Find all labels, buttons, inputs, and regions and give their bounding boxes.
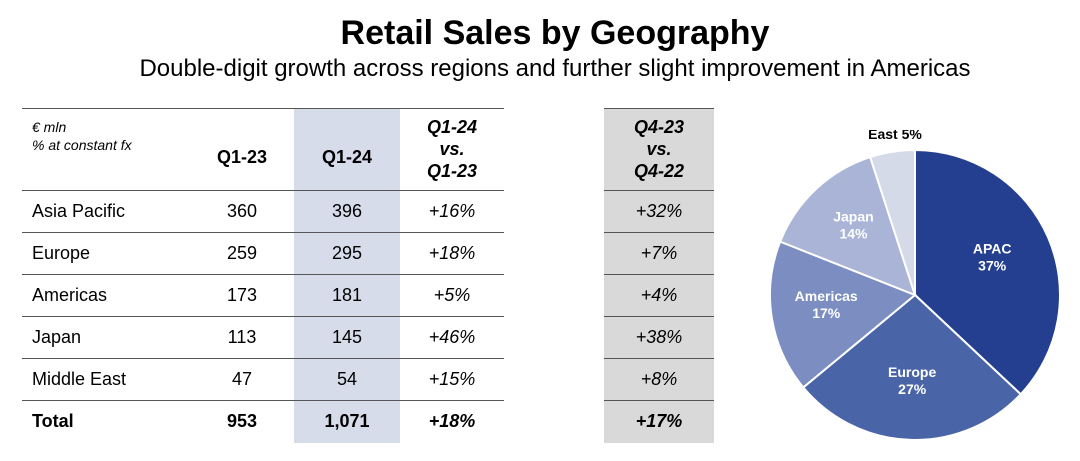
pie-slice-americas xyxy=(770,240,917,389)
pie-slice-middle-east xyxy=(868,148,916,296)
header-yoy: Q1-24 vs. Q1-23 xyxy=(402,108,502,190)
q124-cell: 295 xyxy=(331,242,363,263)
region-cell: Americas xyxy=(32,284,108,305)
header-q4-line3: Q4-22 xyxy=(633,161,685,181)
yoy-cell: +5% xyxy=(433,284,471,305)
header-q124: Q1-24 xyxy=(321,147,373,167)
pie-label-americas: Americas 17% xyxy=(795,288,858,321)
table-header: € mln % at constant fx Q1-23 Q1-24 Q1-24… xyxy=(22,108,504,191)
pie-label-japan: Japan 14% xyxy=(833,208,873,241)
q124-cell: 54 xyxy=(336,368,358,389)
q4-cell: +8% xyxy=(604,358,714,401)
q4-total-cell: +17% xyxy=(635,410,683,431)
region-cell: Middle East xyxy=(32,368,127,389)
header-yoy-line1: Q1-24 xyxy=(426,117,478,137)
q4-top-rule xyxy=(604,108,714,109)
pie-label-europe: Europe 27% xyxy=(888,364,936,397)
region-cell: Europe xyxy=(32,242,91,263)
total-q124: 1,071 xyxy=(324,410,370,431)
units-note: € mln % at constant fx xyxy=(32,118,132,154)
header-yoy-line3: Q1-23 xyxy=(426,161,478,181)
yoy-cell: +46% xyxy=(428,326,476,347)
q124-cell: 181 xyxy=(331,284,363,305)
q4-cell: +7% xyxy=(604,232,714,275)
q4-comparison-column: Q4-23 vs. Q4-22 +32% +7% +4% +38% +8% +1… xyxy=(604,108,714,443)
q123-cell: 47 xyxy=(231,368,253,389)
header-q123: Q1-23 xyxy=(216,147,268,167)
total-q123: 953 xyxy=(226,410,258,431)
table-row: Asia Pacific 360 396 +16% xyxy=(22,190,504,233)
header-q4-line2: vs. xyxy=(646,139,672,159)
table-row: Middle East 47 54 +15% xyxy=(22,358,504,401)
header-yoy-line2: vs. xyxy=(439,139,465,159)
q124-highlight-column xyxy=(294,108,400,443)
header-q4: Q4-23 vs. Q4-22 xyxy=(604,108,714,191)
region-cell: Asia Pacific xyxy=(32,200,126,221)
total-label: Total xyxy=(32,410,74,431)
q4-cell: +32% xyxy=(604,190,714,233)
page-subtitle: Double-digit growth across regions and f… xyxy=(139,55,971,82)
table-row: Americas 173 181 +5% xyxy=(22,274,504,317)
pie-slice-europe xyxy=(801,293,1023,441)
pie-slice-apac xyxy=(914,148,1061,396)
q124-cell: 145 xyxy=(331,326,363,347)
q123-cell: 259 xyxy=(226,242,258,263)
region-cell: Japan xyxy=(32,326,82,347)
q123-cell: 173 xyxy=(226,284,258,305)
q4-cell: +38% xyxy=(604,316,714,359)
table-top-rule xyxy=(22,108,504,109)
q123-cell: 113 xyxy=(227,326,257,347)
page-title: Retail Sales by Geography xyxy=(340,14,770,52)
yoy-cell: +15% xyxy=(428,368,476,389)
pie-label-apac: APAC 37% xyxy=(973,241,1012,274)
units-note-line1: € mln xyxy=(32,119,67,135)
q124-cell: 396 xyxy=(331,200,363,221)
units-note-line2: % at constant fx xyxy=(32,137,132,153)
header-q4-line1: Q4-23 xyxy=(633,117,685,137)
table-row: Europe 259 295 +18% xyxy=(22,232,504,275)
table-row: Japan 113 145 +46% xyxy=(22,316,504,359)
yoy-cell: +18% xyxy=(428,242,476,263)
q123-cell: 360 xyxy=(226,200,258,221)
total-yoy: +18% xyxy=(428,410,476,431)
total-row: Total 953 1,071 +18% xyxy=(22,400,504,442)
yoy-cell: +16% xyxy=(428,200,476,221)
q4-cell: +4% xyxy=(604,274,714,317)
